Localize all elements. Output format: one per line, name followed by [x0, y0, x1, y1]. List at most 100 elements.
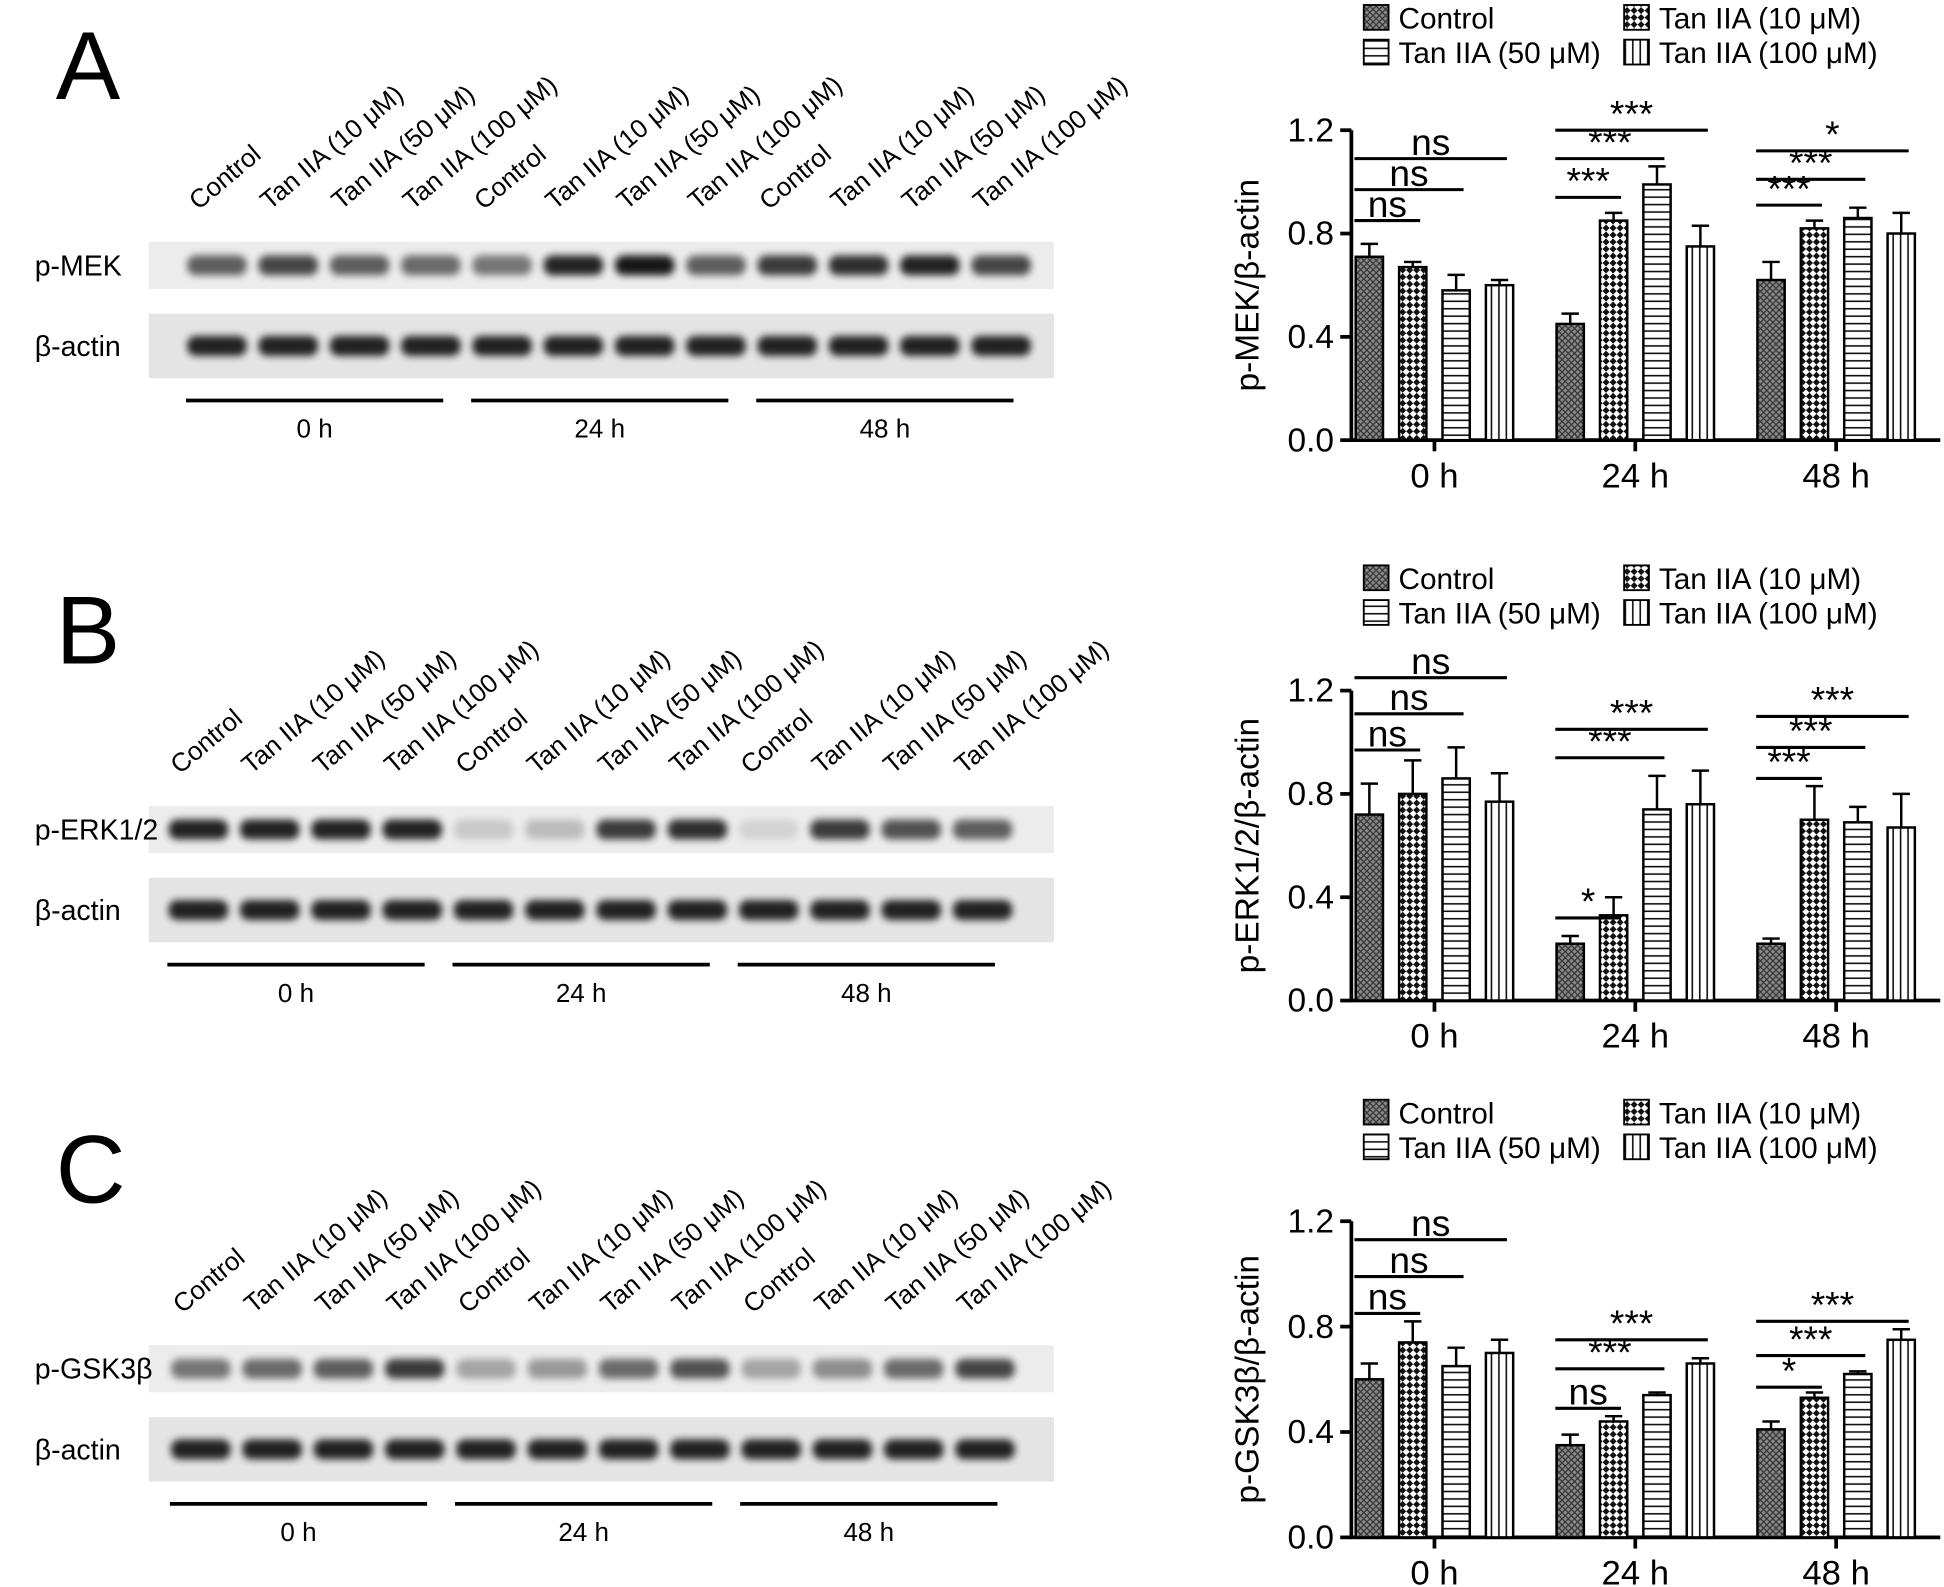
blot-band: [881, 819, 942, 840]
blot-band: [881, 900, 942, 920]
legend-label: Control: [1398, 563, 1494, 596]
time-label: 24 h: [556, 978, 607, 1008]
x-tick-label: 0 h: [1410, 1554, 1458, 1587]
bar: [1685, 1362, 1716, 1539]
blot-band: [686, 336, 746, 356]
significance-label: ***: [1566, 160, 1609, 202]
legend-label: Tan IIA (100 μM): [1659, 37, 1878, 70]
bar: [1555, 322, 1586, 442]
significance-label: ***: [1811, 679, 1854, 721]
time-label: 24 h: [558, 1517, 609, 1547]
blot-band: [883, 1358, 944, 1379]
blot-band: [171, 1358, 231, 1379]
legend-swatch: [1362, 1098, 1390, 1126]
legend-label: Tan IIA (10 μM): [1659, 1097, 1861, 1130]
significance-label: ns: [1411, 640, 1450, 682]
bar: [1354, 813, 1385, 1002]
y-tick-label: 1.2: [1287, 673, 1334, 710]
x-tick-label: 48 h: [1802, 457, 1870, 495]
significance-label: ***: [1588, 1331, 1631, 1373]
time-label: 0 h: [280, 1517, 316, 1547]
blot-band: [329, 336, 390, 356]
time-label: 0 h: [278, 978, 314, 1008]
blot-band: [614, 255, 675, 276]
bar: [1886, 1338, 1917, 1539]
blot-band: [401, 336, 461, 356]
bar: [1354, 1378, 1385, 1539]
bar: [1685, 803, 1716, 1002]
blot-band: [239, 819, 300, 840]
blot-band: [171, 1439, 231, 1460]
legend-swatch: [1362, 38, 1390, 66]
x-tick-label: 0 h: [1410, 457, 1458, 495]
bar: [1842, 821, 1873, 1002]
bar: [1441, 289, 1472, 442]
legend-swatch: [1623, 4, 1650, 31]
significance-label: ***: [1767, 167, 1810, 209]
panel-letter: B: [56, 576, 120, 684]
blot-band: [242, 1358, 302, 1379]
blot-band: [828, 255, 889, 276]
bar: [1685, 245, 1716, 442]
blot-band: [329, 255, 390, 276]
legend-swatch: [1623, 1133, 1650, 1161]
bar: [1397, 265, 1428, 442]
blot-band: [971, 336, 1031, 356]
blot-band: [757, 336, 818, 356]
legend-label: Control: [1398, 3, 1494, 36]
significance-label: *: [1581, 880, 1595, 922]
blot-band: [883, 1439, 944, 1460]
row-label: p-GSK3β: [35, 1354, 153, 1386]
blot-band: [527, 1358, 588, 1379]
blot-band: [596, 900, 656, 920]
blot-band: [187, 336, 247, 356]
bar: [1555, 1443, 1586, 1539]
bar: [1799, 1396, 1830, 1539]
blot-band: [955, 1358, 1015, 1379]
significance-label: ns: [1368, 712, 1407, 754]
bar: [1756, 278, 1786, 442]
bar: [1441, 777, 1472, 1002]
bar: [1756, 942, 1786, 1002]
bar: [1484, 283, 1515, 442]
blot-band: [598, 1439, 659, 1460]
lane-label: Control: [183, 138, 267, 215]
legend-label: Tan IIA (50 μM): [1398, 37, 1600, 70]
bar: [1354, 255, 1385, 442]
significance-label: ***: [1610, 1302, 1653, 1344]
blot-band: [187, 255, 247, 276]
blot-band: [313, 1439, 374, 1460]
legend-swatch: [1362, 4, 1390, 31]
blot-band: [686, 255, 746, 276]
blot-band: [472, 336, 532, 356]
significance-label: ***: [1789, 1318, 1832, 1360]
significance-label: ns: [1389, 676, 1428, 718]
blot-band: [810, 819, 870, 840]
bar: [1642, 1393, 1672, 1539]
legend-swatch: [1623, 38, 1650, 66]
blot-band: [741, 1439, 801, 1460]
y-tick-label: 0.8: [1287, 776, 1334, 813]
bar: [1642, 808, 1672, 1002]
bar: [1799, 818, 1830, 1002]
row-label: β-actin: [35, 895, 121, 927]
blot-band: [738, 900, 799, 920]
lane-label: Control: [164, 703, 248, 780]
y-tick-label: 1.2: [1287, 1203, 1334, 1240]
blot-band: [670, 1358, 730, 1379]
blot-band: [757, 255, 818, 276]
blot-band: [598, 1358, 659, 1379]
row-label: β-actin: [35, 331, 121, 363]
x-tick-label: 24 h: [1602, 1018, 1670, 1056]
panel-letter: C: [56, 1116, 126, 1224]
bar: [1598, 1420, 1629, 1539]
bar: [1484, 1351, 1515, 1539]
y-axis-label: p-GSK3β/β-actin: [1229, 1255, 1266, 1504]
significance-label: ns: [1411, 1202, 1450, 1244]
blot-band: [453, 900, 514, 920]
bar: [1886, 232, 1917, 442]
blot-band: [955, 1439, 1015, 1460]
y-tick-label: 0.8: [1287, 1309, 1334, 1346]
legend-swatch: [1362, 1133, 1390, 1161]
blot-band: [596, 819, 656, 840]
